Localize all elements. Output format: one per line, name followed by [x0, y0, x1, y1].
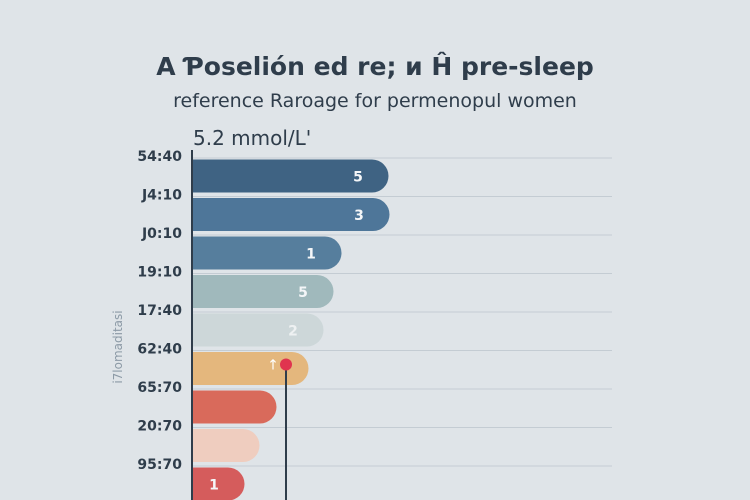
bar [192, 390, 277, 424]
reference-label: 5.2 mmol/L' [193, 126, 312, 150]
bar [192, 313, 324, 347]
data-label: 5 [353, 170, 363, 186]
data-label: 5 [298, 285, 308, 301]
chart-subtitle: reference Raroage for permenopul women [173, 90, 577, 112]
bar [192, 352, 309, 385]
y-tick-label: J0:10 [141, 226, 182, 242]
bar [192, 198, 390, 231]
bar [192, 429, 260, 462]
chart-title: A Ƥoselión ed re; ᴎ Ĥ pre-sleep [156, 52, 594, 81]
bar [192, 275, 334, 308]
y-tick-label: J4:10 [141, 188, 182, 204]
bar [192, 236, 342, 270]
y-tick-label: 95:70 [137, 457, 182, 473]
data-label: 1 [306, 247, 316, 263]
bar [192, 467, 245, 500]
marker-dot [280, 358, 292, 371]
y-tick-label: 54:40 [137, 149, 182, 165]
marker-label: ↑ [267, 358, 279, 374]
y-tick-label: 20:70 [137, 419, 182, 435]
bar [192, 159, 389, 193]
data-label: 3 [354, 208, 364, 224]
y-tick-label: 19:10 [137, 265, 182, 281]
data-label: 2 [288, 324, 298, 340]
y-tick-label: 62:40 [137, 342, 182, 358]
y-tick-label: 17:40 [137, 303, 182, 319]
data-label: 1 [209, 478, 219, 494]
y-tick-label: 65:70 [137, 380, 182, 396]
